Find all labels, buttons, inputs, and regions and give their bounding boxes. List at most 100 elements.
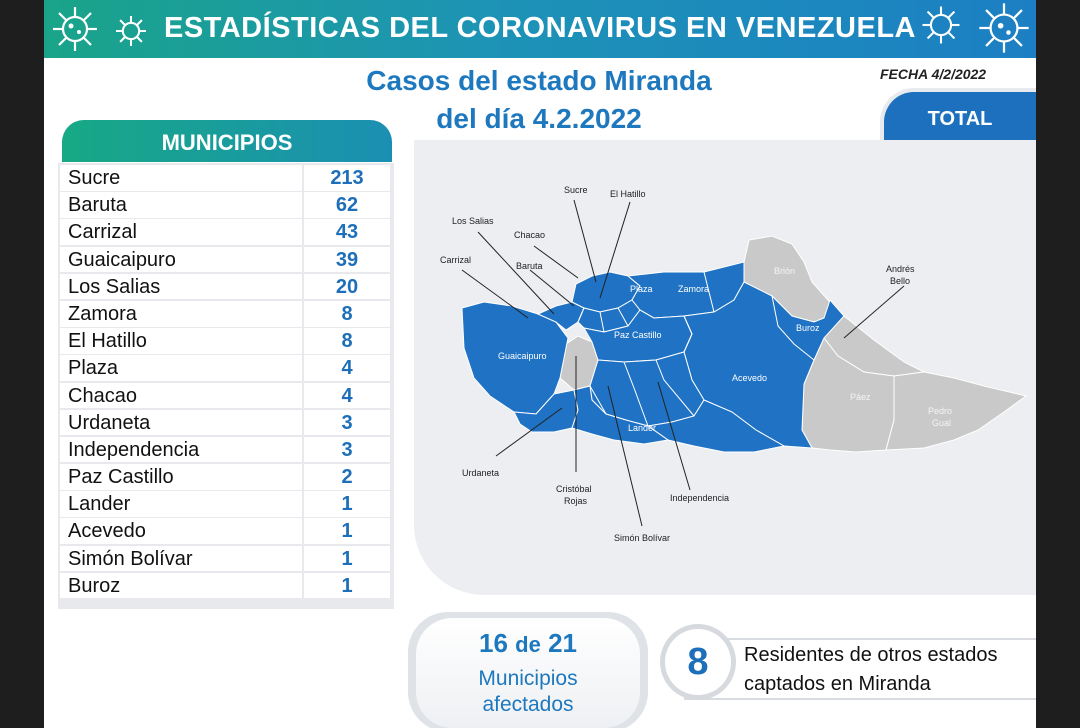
municipio-cases: 1 [304, 518, 390, 545]
map-label-simon-bolivar: Simón Bolívar [614, 533, 670, 543]
municipio-name: El Hatillo [60, 328, 302, 354]
virus-icon [979, 3, 1029, 53]
table-row: Urdaneta 3 [60, 409, 392, 436]
municipio-cases: 3 [304, 409, 390, 436]
virus-icon [116, 16, 146, 46]
map-label-urdaneta: Urdaneta [462, 468, 499, 478]
municipio-name: Plaza [60, 355, 302, 381]
municipios-table: Sucre 213 Baruta 62 Carrizal 43 Guaicaipuro 39 L… [58, 163, 394, 609]
map-label-andres-bello-1: Andrés [886, 264, 915, 274]
municipio-cases: 4 [304, 355, 390, 381]
map-label-baruta: Baruta [516, 261, 543, 271]
map-label-guaicaipuro: Guaicaipuro [498, 351, 547, 361]
virus-icon [922, 6, 960, 44]
municipio-name: Carrizal [60, 219, 302, 245]
total-label: TOTAL [927, 108, 993, 130]
map-leader-lines [461, 199, 905, 527]
municipio-name: Baruta [60, 192, 302, 218]
residents-bar [684, 638, 1036, 700]
municipio-name: Chacao [60, 382, 302, 409]
map-region-pedro-gual [885, 371, 1028, 451]
map-label-paez: Páez [850, 392, 871, 402]
map-label-chacao: Chacao [514, 230, 545, 240]
banner-title: ESTADÍSTICAS DEL CORONAVIRUS EN VENEZUEL… [163, 12, 916, 44]
table-row: Independencia 3 [60, 436, 392, 463]
affected-count-line: 16 de 21 [416, 628, 640, 659]
municipio-cases: 43 [304, 219, 390, 245]
table-row: Acevedo 1 [60, 518, 392, 545]
table-row: Lander 1 [60, 491, 392, 517]
municipio-cases: 3 [304, 436, 390, 463]
map-label-zamora: Zamora [678, 284, 709, 294]
table-row: Buroz 1 [60, 572, 392, 599]
table-header: MUNICIPIOS [62, 120, 392, 162]
municipio-cases: 20 [304, 273, 390, 300]
map-label-independencia: Independencia [670, 493, 729, 503]
map-label-carrizal: Carrizal [440, 255, 471, 265]
municipio-name: Urdaneta [60, 409, 302, 436]
affected-count: 16 [479, 628, 508, 658]
affected-caption: Municipios afectados [416, 666, 640, 718]
municipio-cases: 213 [304, 165, 390, 191]
infographic-page: ESTADÍSTICAS DEL CORONAVIRUS EN VENEZUEL… [44, 0, 1036, 728]
map-label-el-hatillo: El Hatillo [610, 189, 646, 199]
map-region-simon-bolivar [571, 385, 670, 445]
title-line-1: Casos del estado Miranda [366, 65, 712, 96]
table-row: Guaicaipuro 39 [60, 246, 392, 273]
municipio-cases: 4 [304, 382, 390, 409]
map-region-guaicaipuro [461, 301, 569, 415]
municipio-cases: 1 [304, 491, 390, 517]
table-row: El Hatillo 8 [60, 328, 392, 354]
municipio-name: Paz Castillo [60, 464, 302, 490]
residents-caption: Residentes de otros estados captados en … [744, 641, 998, 699]
table-row: Baruta 62 [60, 192, 392, 218]
municipio-cases: 8 [304, 300, 390, 327]
table-row: Paz Castillo 2 [60, 464, 392, 490]
virus-icon [53, 7, 97, 51]
title-line-2: del día 4.2.2022 [436, 103, 642, 134]
table-row: Simón Bolívar 1 [60, 545, 392, 572]
residents-caption-line-1: Residentes de otros estados [744, 644, 998, 666]
map-label-brion: Brión [774, 266, 795, 276]
table-row: Plaza 4 [60, 355, 392, 381]
table-row: Chacao 4 [60, 382, 392, 409]
municipio-cases: 62 [304, 192, 390, 218]
municipio-name: Guaicaipuro [60, 246, 302, 273]
map-label-cristobal-rojas-2: Rojas [564, 496, 588, 506]
map-region-buroz [771, 294, 845, 361]
map-label-sucre: Sucre [564, 185, 588, 195]
affected-caption-line-2: afectados [482, 693, 574, 716]
municipio-cases: 1 [304, 572, 390, 599]
affected-caption-line-1: Municipios [478, 667, 578, 690]
municipio-cases: 39 [304, 246, 390, 273]
municipio-cases: 2 [304, 464, 390, 490]
map-region-independencia [646, 399, 786, 453]
map-label-paz-castillo: Paz Castillo [614, 330, 662, 340]
date-label: FECHA 4/2/2022 [880, 66, 987, 82]
municipio-name: Lander [60, 491, 302, 517]
table-row: Carrizal 43 [60, 219, 392, 245]
municipio-cases: 1 [304, 545, 390, 572]
affected-pill: 16 de 21 Municipios afectados [416, 618, 640, 728]
map-label-los-salias: Los Salias [452, 216, 494, 226]
map-label-pedro-gual-1: Pedro [928, 406, 952, 416]
page-title: Casos del estado Miranda del día 4.2.202… [294, 62, 784, 138]
map-label-buroz: Buroz [796, 323, 820, 333]
map-label-acevedo: Acevedo [732, 373, 767, 383]
table-row: Los Salias 20 [60, 273, 392, 300]
table-row: Sucre 213 [60, 165, 392, 191]
municipio-name: Los Salias [60, 273, 302, 300]
map-label-lander: Lander [628, 423, 656, 433]
municipio-cases: 8 [304, 328, 390, 354]
table-row: Zamora 8 [60, 300, 392, 327]
map-label-andres-bello-2: Bello [890, 276, 910, 286]
municipio-name: Independencia [60, 436, 302, 463]
map-label-pedro-gual-2: Gual [932, 418, 951, 428]
residents-count: 8 [665, 629, 731, 695]
municipio-name: Sucre [60, 165, 302, 191]
map-label-plaza: Plaza [630, 284, 653, 294]
municipio-name: Zamora [60, 300, 302, 327]
miranda-map: Sucre El Hatillo Los Salias Chacao Carri… [440, 185, 1028, 543]
map-label-cristobal-rojas-1: Cristóbal [556, 484, 592, 494]
municipio-name: Simón Bolívar [60, 545, 302, 572]
